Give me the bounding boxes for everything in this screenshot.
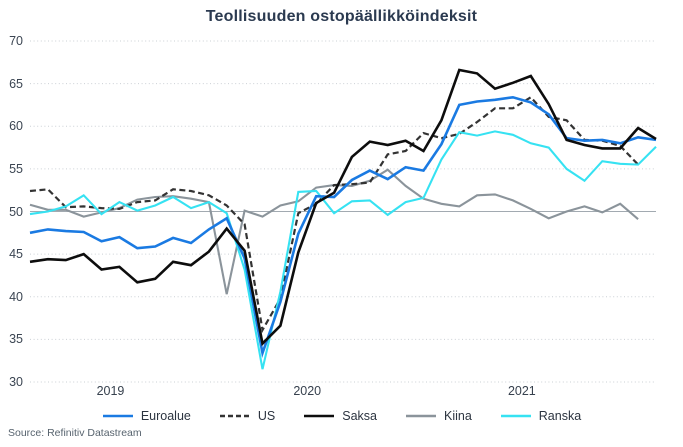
legend-item-ranska: Ranska <box>500 409 581 423</box>
y-tick-label: 40 <box>9 289 23 304</box>
legend-line-icon <box>405 414 436 418</box>
legend-item-kiina: Kiina <box>405 409 472 423</box>
y-tick-label: 70 <box>9 34 23 48</box>
y-tick-label: 30 <box>9 375 23 389</box>
series-line-saksa <box>29 68 657 347</box>
legend-line-icon <box>500 414 531 418</box>
legend-label: US <box>257 409 276 423</box>
source-note: Source: Refinitiv Datastream <box>8 427 142 439</box>
series-line-euroalue <box>29 95 657 359</box>
chart-title: Teollisuuden ostopäällikköindeksit <box>205 8 478 25</box>
y-tick-label: 55 <box>9 161 23 176</box>
chart-legend: Euroalue US Saksa Kiina Ranska <box>0 406 683 426</box>
legend-label: Saksa <box>342 409 377 423</box>
legend-line-icon <box>102 414 133 418</box>
legend-item-us: US <box>219 409 275 423</box>
series-line-kiina <box>29 168 639 295</box>
legend-line-icon <box>304 414 335 418</box>
series-line-us <box>29 95 639 334</box>
y-tick-label: 60 <box>9 119 23 134</box>
legend-label: Ranska <box>538 409 582 423</box>
x-tick-label: 2021 <box>507 384 536 398</box>
y-tick-label: 45 <box>9 247 23 262</box>
legend-line-icon <box>219 414 250 418</box>
y-tick-label: 65 <box>9 76 23 91</box>
legend-item-saksa: Saksa <box>303 409 377 423</box>
y-tick-label: 50 <box>9 204 23 219</box>
legend-label: Euroalue <box>140 409 191 423</box>
legend-label: Kiina <box>443 409 472 423</box>
series-line-ranska <box>29 130 657 370</box>
x-tick-label: 2020 <box>293 384 322 398</box>
y-tick-label: 35 <box>9 332 23 347</box>
x-tick-label: 2019 <box>96 384 125 398</box>
legend-item-euroalue: Euroalue <box>102 409 191 423</box>
